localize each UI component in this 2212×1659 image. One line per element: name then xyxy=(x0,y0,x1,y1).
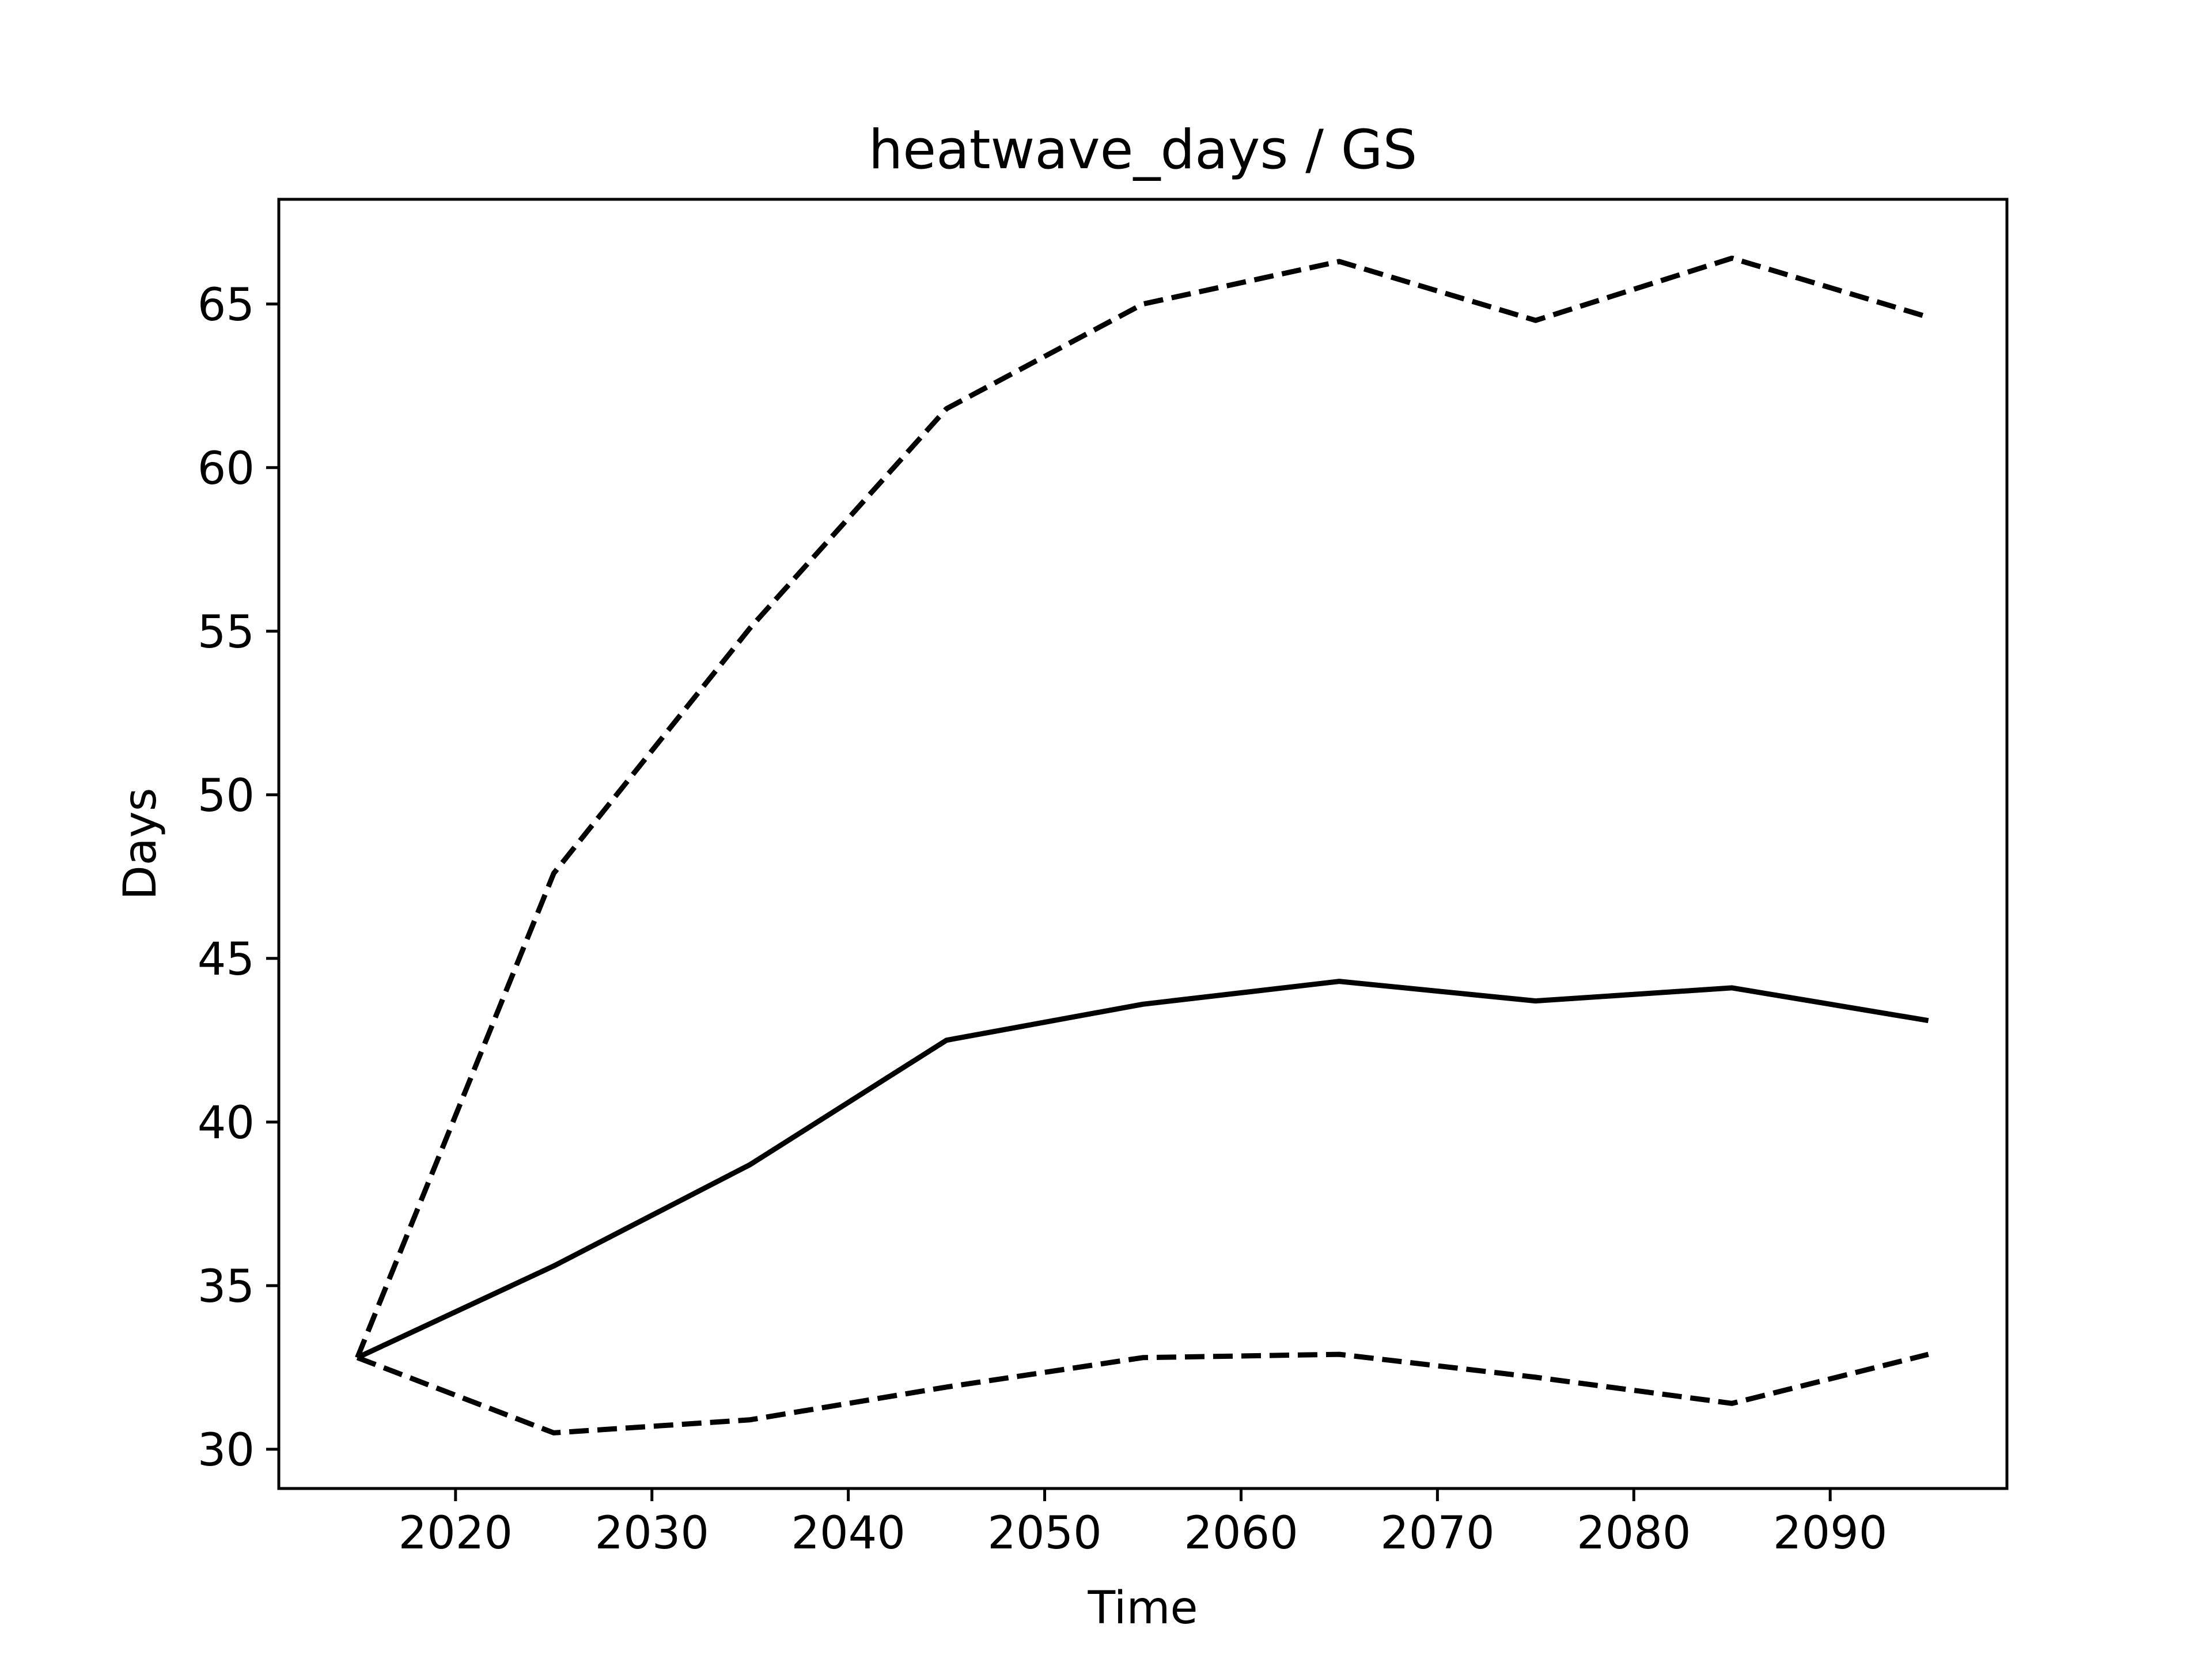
y-tick-label: 65 xyxy=(198,279,255,331)
y-axis-ticks: 30 35 40 45 50 55 60 65 xyxy=(198,279,279,1476)
x-axis-ticks: 2020 2030 2040 2050 2060 2070 2080 2090 xyxy=(399,1488,1888,1559)
chart-title: heatwave_days / GS xyxy=(869,119,1418,181)
series-line-lower xyxy=(356,1351,1929,1435)
x-tick-label: 2030 xyxy=(594,1508,709,1559)
series-line-upper xyxy=(355,255,1929,1359)
x-tick-label: 2060 xyxy=(1184,1508,1298,1559)
x-tick-label: 2090 xyxy=(1773,1508,1888,1559)
x-axis-label: Time xyxy=(1088,1582,1198,1634)
y-tick-label: 50 xyxy=(198,770,255,822)
plot-frame xyxy=(277,198,2009,1490)
y-tick-label: 35 xyxy=(198,1261,255,1313)
x-tick-label: 2080 xyxy=(1577,1508,1691,1559)
x-tick-label: 2040 xyxy=(791,1508,906,1559)
x-tick-label: 2050 xyxy=(987,1508,1102,1559)
y-tick-label: 40 xyxy=(198,1097,255,1149)
x-tick-label: 2020 xyxy=(399,1508,513,1559)
y-tick-label: 55 xyxy=(198,607,255,658)
x-tick-label: 2070 xyxy=(1380,1508,1495,1559)
y-tick-label: 60 xyxy=(198,443,255,495)
y-axis-label: Days xyxy=(115,788,166,900)
series-layer xyxy=(355,255,1929,1435)
y-tick-label: 30 xyxy=(198,1425,255,1476)
y-tick-label: 45 xyxy=(198,934,255,986)
series-line-mean xyxy=(356,979,1929,1360)
